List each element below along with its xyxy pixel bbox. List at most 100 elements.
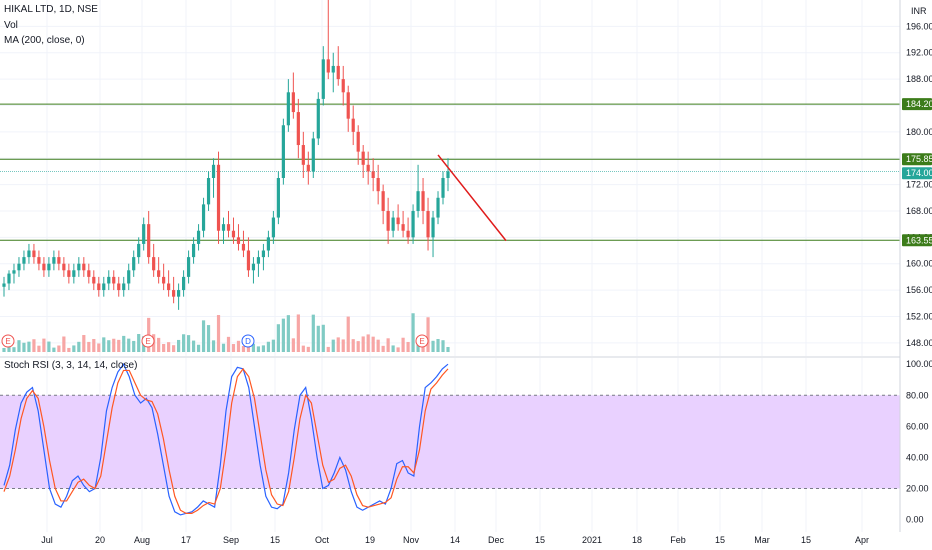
candle <box>152 243 156 277</box>
volume-bar <box>162 344 166 352</box>
volume-bar <box>391 345 395 352</box>
candle <box>341 65 345 106</box>
candle <box>196 224 201 251</box>
candle <box>157 257 161 284</box>
candle <box>381 184 385 225</box>
volume-bar <box>57 345 61 352</box>
price-axis[interactable]: 148.00152.00156.00160.00164.00168.00172.… <box>906 21 932 347</box>
volume-bar <box>396 347 400 352</box>
candle <box>226 210 231 238</box>
time-tick-label: 15 <box>270 535 280 545</box>
volume-bar <box>311 314 315 352</box>
volume-bar <box>261 345 266 352</box>
candle <box>446 158 450 192</box>
candle <box>37 250 41 271</box>
candle <box>57 250 61 271</box>
volume-bar <box>196 344 201 352</box>
candle <box>406 217 410 244</box>
price-tick-label: 180.00 <box>906 127 932 137</box>
trend-line[interactable] <box>437 154 507 242</box>
volume-bar <box>107 340 111 352</box>
volume-bar <box>321 324 325 352</box>
candle <box>336 46 340 86</box>
candle <box>127 263 131 291</box>
candle <box>216 151 221 244</box>
volume-bar <box>271 339 275 352</box>
stoch-rsi-lines <box>3 363 449 516</box>
price-tick-label: 188.00 <box>906 74 932 84</box>
currency-label[interactable]: INR <box>911 6 927 16</box>
candle <box>92 270 96 291</box>
volume-bar <box>381 345 385 352</box>
symbol-legend[interactable]: HIKAL LTD, 1D, NSE <box>4 4 98 15</box>
event-marker[interactable]: E <box>1 334 15 348</box>
candle <box>436 191 440 225</box>
volume-bar <box>216 315 221 352</box>
time-tick-label: 15 <box>801 535 811 545</box>
volume-bar <box>406 341 410 352</box>
volume-bar <box>206 325 211 352</box>
event-marker[interactable]: E <box>415 334 429 348</box>
candle <box>416 164 420 218</box>
price-badge: 175.85 <box>902 153 932 166</box>
volume-bar <box>231 344 236 352</box>
volume-bar <box>181 334 186 352</box>
volume-bar <box>32 339 36 352</box>
volume-bar <box>336 337 340 352</box>
candle <box>47 257 51 277</box>
stoch-rsi-axis[interactable]: 0.00 20.00 40.00 60.00 80.00 100.00 <box>906 359 932 524</box>
volume-bar <box>22 342 26 352</box>
volume-bar <box>132 340 136 352</box>
candle <box>162 263 166 291</box>
candle <box>72 263 76 284</box>
event-marker[interactable]: E <box>141 334 155 348</box>
candle <box>181 270 186 297</box>
candle <box>7 270 11 291</box>
time-tick-label: Feb <box>670 535 686 545</box>
volume-bar <box>256 346 261 352</box>
volume-bar <box>42 338 46 352</box>
volume-bar <box>137 334 141 352</box>
volume-bar <box>2 348 6 352</box>
volume-bar <box>301 345 305 352</box>
candle <box>2 276 6 297</box>
candle <box>326 0 330 80</box>
price-tick-label: 160.00 <box>906 259 932 269</box>
volume-bar <box>117 339 121 352</box>
candle <box>396 204 400 231</box>
volume-bar <box>366 334 370 352</box>
volume-bar <box>316 325 320 352</box>
stoch-tick-label: 80.00 <box>906 390 929 400</box>
time-axis[interactable]: Jul 20 Aug 17 Sep 15 Oct 19 Nov 14 Dec 15 2021 18 Feb 1… <box>41 535 869 545</box>
candle <box>62 257 66 277</box>
candle <box>261 243 266 271</box>
volume-bar <box>177 339 181 352</box>
candle <box>301 131 305 178</box>
volume-bar <box>17 340 21 352</box>
volume-bar <box>411 313 415 352</box>
candle <box>206 171 211 211</box>
candle <box>221 217 226 244</box>
price-tick-label: 196.00 <box>906 21 932 31</box>
candle <box>87 263 91 284</box>
volume-bar <box>47 341 51 352</box>
stoch-rsi-legend[interactable]: Stoch RSI (3, 3, 14, 14, close) <box>4 360 138 371</box>
volume-bar <box>371 336 375 352</box>
volume-legend[interactable]: Vol <box>4 20 18 31</box>
horizontal-levels[interactable] <box>0 103 900 241</box>
candle <box>286 79 290 132</box>
svg-text:175.85: 175.85 <box>906 154 932 164</box>
volume-bar <box>92 338 96 352</box>
candle <box>77 257 81 277</box>
event-marker[interactable]: D <box>241 334 255 348</box>
candle <box>132 250 136 277</box>
ma-legend[interactable]: MA (200, close, 0) <box>4 35 85 46</box>
candle <box>172 276 176 304</box>
volume-bar <box>251 343 256 352</box>
volume-bar <box>97 343 101 352</box>
price-badge: 163.55 <box>902 234 932 247</box>
time-tick-label: Oct <box>315 535 330 545</box>
svg-text:174.00: 174.00 <box>906 168 932 178</box>
